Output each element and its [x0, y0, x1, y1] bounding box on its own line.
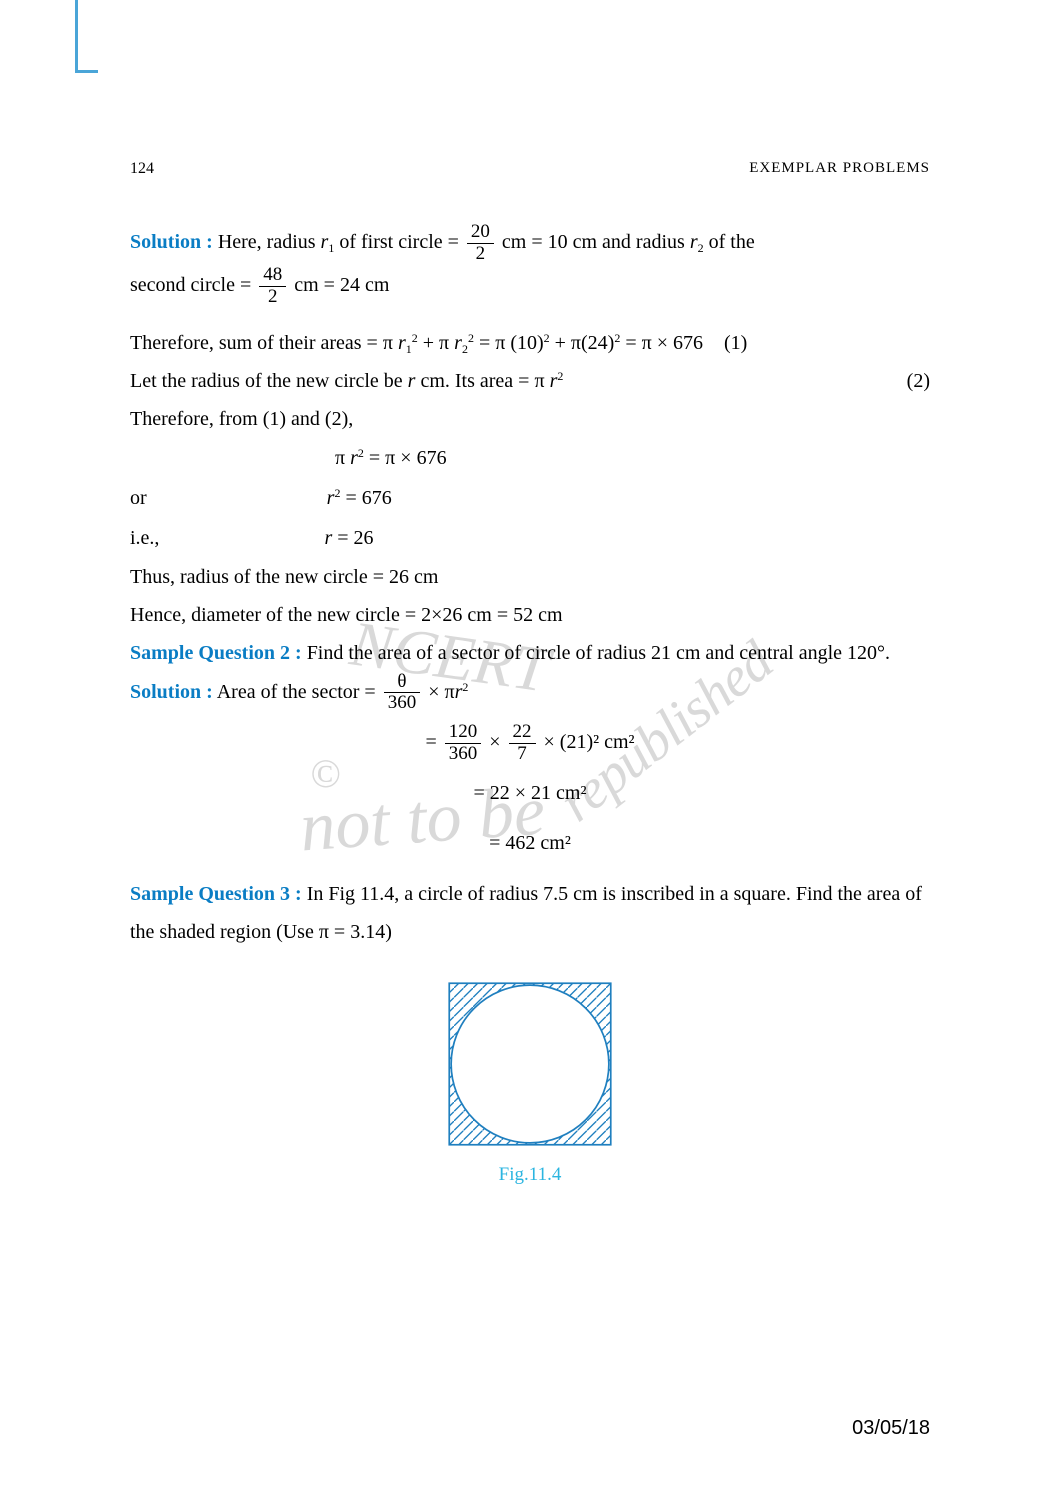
- sample-question-3: Sample Question 3 : In Fig 11.4, a circl…: [130, 875, 930, 951]
- eq-number-1: (1): [724, 332, 747, 354]
- sq3-label: Sample Question 3 :: [130, 883, 302, 905]
- sample-question-2: Sample Question 2 : Find the area of a s…: [130, 634, 930, 672]
- eq-number-2: (2): [907, 362, 930, 400]
- text: × π: [428, 681, 454, 703]
- sq: 2: [557, 369, 563, 383]
- page-header: 124 EXEMPLAR PROBLEMS: [130, 160, 930, 178]
- sub2: 2: [698, 241, 704, 255]
- page-content: 124 EXEMPLAR PROBLEMS Solution : Here, r…: [0, 0, 1050, 1266]
- page-number: 124: [130, 160, 154, 178]
- text: Here, radius: [218, 231, 321, 253]
- fraction: 20 2: [467, 222, 494, 265]
- text: cm = 10 cm and radius: [502, 231, 690, 253]
- solution1-line6: Thus, radius of the new circle = 26 cm: [130, 558, 930, 596]
- eq-row3: i.e., r = 26: [130, 518, 930, 558]
- text: of the: [709, 231, 755, 253]
- denom: 7: [509, 744, 536, 765]
- equation: π r2 = π × 676: [335, 447, 447, 469]
- solution2-label: Solution :: [130, 681, 213, 703]
- step3: = 462 cm²: [130, 821, 930, 865]
- var-r2: r: [690, 231, 698, 253]
- fraction: θ 360: [384, 672, 421, 715]
- step2: = 22 × 21 cm²: [130, 771, 930, 815]
- fraction: 48 2: [259, 265, 286, 308]
- text: Let the radius of the new circle be: [130, 370, 408, 392]
- numer: 48: [259, 265, 286, 287]
- denom: 2: [467, 244, 494, 265]
- sq: 2: [462, 680, 468, 694]
- solution1-line1: Solution : Here, radius r 1 of first circ…: [130, 222, 930, 265]
- equation: π r12 + π r22 = π (10)2 + π(24)2 = π × 6…: [383, 332, 703, 354]
- numer: θ: [384, 672, 421, 694]
- numer: 22: [509, 722, 536, 744]
- sq2-text: Find the area of a sector of circle of r…: [302, 642, 890, 664]
- equation: r2 = 676: [327, 487, 392, 509]
- solution1-line3: Therefore, sum of their areas = π r12 + …: [130, 324, 930, 362]
- sq2-label: Sample Question 2 :: [130, 642, 302, 664]
- equation: r = 26: [324, 527, 373, 549]
- denom: 2: [259, 287, 286, 308]
- solution1-line7: Hence, diameter of the new circle = 2×26…: [130, 596, 930, 634]
- numer: 20: [467, 222, 494, 244]
- header-title: EXEMPLAR PROBLEMS: [749, 160, 930, 178]
- text: Area of the sector =: [217, 681, 381, 703]
- eq-row1: π r2 = π × 676: [130, 438, 930, 478]
- text: second circle =: [130, 274, 256, 296]
- solution-label: Solution :: [130, 231, 213, 253]
- eq-row2: or r2 = 676: [130, 478, 930, 518]
- denom: 360: [384, 693, 421, 714]
- var-r: r: [408, 370, 416, 392]
- figure-caption: Fig.11.4: [130, 1164, 930, 1186]
- footer-date: 03/05/18: [852, 1417, 930, 1440]
- solution1-line5: Therefore, from (1) and (2),: [130, 400, 930, 438]
- step1: = 120360 × 227 × (21)² cm²: [130, 720, 930, 765]
- denom: 360: [445, 744, 482, 765]
- solution2-steps: = 120360 × 227 × (21)² cm² = 22 × 21 cm²…: [130, 720, 930, 865]
- solution1-line2: second circle = 48 2 cm = 24 cm: [130, 265, 930, 308]
- numer: 120: [445, 722, 482, 744]
- sub1: 1: [328, 241, 334, 255]
- text: of first circle =: [339, 231, 464, 253]
- ie-label: i.e.,: [130, 527, 159, 549]
- figure-11-4: Fig.11.4: [130, 969, 930, 1186]
- or-label: or: [130, 487, 147, 509]
- solution1-line4: Let the radius of the new circle be r cm…: [130, 362, 930, 400]
- text: cm = 24 cm: [294, 274, 389, 296]
- text: cm. Its area = π: [420, 370, 549, 392]
- figure-svg: [420, 969, 640, 1159]
- tail: × (21)² cm²: [544, 731, 635, 753]
- text: Therefore, sum of their areas =: [130, 332, 383, 354]
- solution2-line1: Solution : Area of the sector = θ 360 × …: [130, 672, 930, 715]
